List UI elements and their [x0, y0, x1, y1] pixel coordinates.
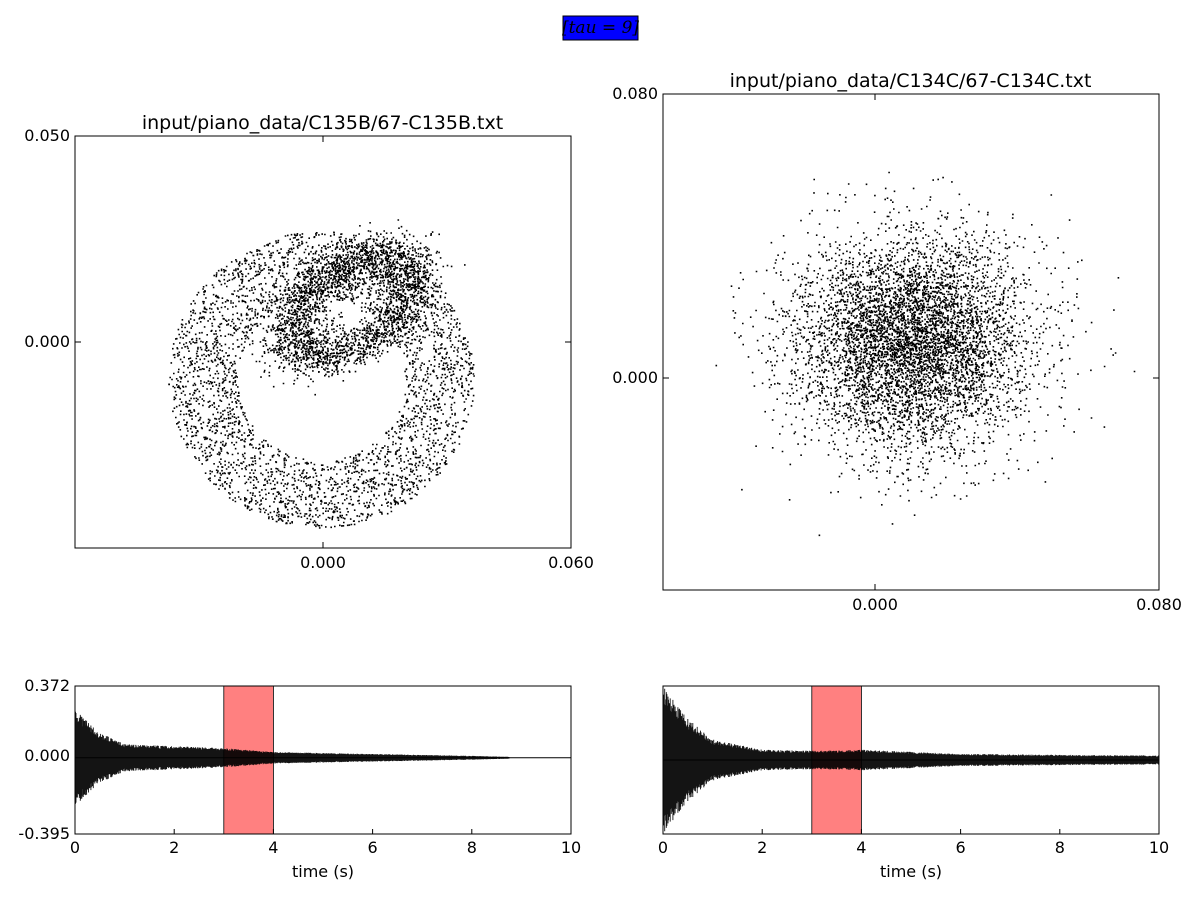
scatter-left-frame — [74, 135, 572, 549]
waveform-xtick-label: 0 — [70, 838, 80, 857]
waveform-left-frame — [74, 685, 572, 835]
waveform-xtick-label: 10 — [561, 838, 581, 857]
waveform-right-xlabel: time (s) — [880, 862, 942, 881]
scatter-point-cloud — [168, 219, 475, 529]
waveform-right-signal — [662, 685, 1160, 835]
waveform-left-signal — [74, 685, 571, 835]
tau-label-box: [tau = 9] — [562, 15, 639, 41]
scatter-plot-right: input/piano_data/C134C/67-C134C.txt 0.08… — [612, 70, 1182, 614]
tau-label-text: [tau = 9] — [562, 18, 639, 38]
scatter-left-ytick-label: 0.050 — [24, 126, 70, 145]
scatter-right-ytick-label: 0.000 — [612, 368, 658, 387]
waveform-left-ytick-label: -0.395 — [18, 824, 70, 843]
scatter-left-xtick-label: 0.000 — [300, 553, 346, 572]
waveform-xtick-label: 8 — [467, 838, 477, 857]
scatter-right-frame — [662, 93, 1160, 591]
waveform-right-frame — [662, 685, 1160, 835]
waveform-plot-right: 0 2 4 6 8 10 time (s) — [658, 685, 1169, 881]
waveform-xtick-label: 0 — [658, 838, 668, 857]
waveform-left-xlabel: time (s) — [292, 862, 354, 881]
scatter-left-ytick-label: 0.000 — [24, 332, 70, 351]
waveform-xtick-label: 4 — [268, 838, 278, 857]
scatter-left-xtick-label: 0.060 — [548, 553, 594, 572]
waveform-xtick-label: 10 — [1149, 838, 1169, 857]
waveform-left-ytick-label: 0.372 — [24, 676, 70, 695]
scatter-right-xtick-label: 0.000 — [852, 595, 898, 614]
waveform-left-ytick-label: 0.000 — [24, 746, 70, 765]
scatter-left-points — [168, 219, 475, 529]
waveform-xtick-label: 2 — [169, 838, 179, 857]
waveform-left-xticks: 0 2 4 6 8 10 — [70, 829, 581, 857]
scatter-right-xtick-label: 0.080 — [1136, 595, 1182, 614]
waveform-xtick-label: 6 — [956, 838, 966, 857]
scatter-point-cloud — [715, 171, 1136, 537]
waveform-xtick-label: 8 — [1055, 838, 1065, 857]
waveform-plot-left: 0 2 4 6 8 10 0.372 0.000 -0.395 time (s) — [18, 676, 581, 881]
scatter-right-points — [715, 171, 1136, 537]
waveform-xtick-label: 6 — [368, 838, 378, 857]
tau-label-background — [562, 15, 639, 41]
waveform-right-xticks: 0 2 4 6 8 10 — [658, 829, 1169, 857]
scatter-right-ytick-label: 0.080 — [612, 84, 658, 103]
scatter-right-title: input/piano_data/C134C/67-C134C.txt — [730, 70, 1092, 92]
scatter-plot-left: input/piano_data/C135B/67-C135B.txt 0.05… — [24, 112, 594, 572]
waveform-xtick-label: 4 — [856, 838, 866, 857]
scatter-left-title: input/piano_data/C135B/67-C135B.txt — [142, 112, 503, 134]
waveform-xtick-label: 2 — [757, 838, 767, 857]
